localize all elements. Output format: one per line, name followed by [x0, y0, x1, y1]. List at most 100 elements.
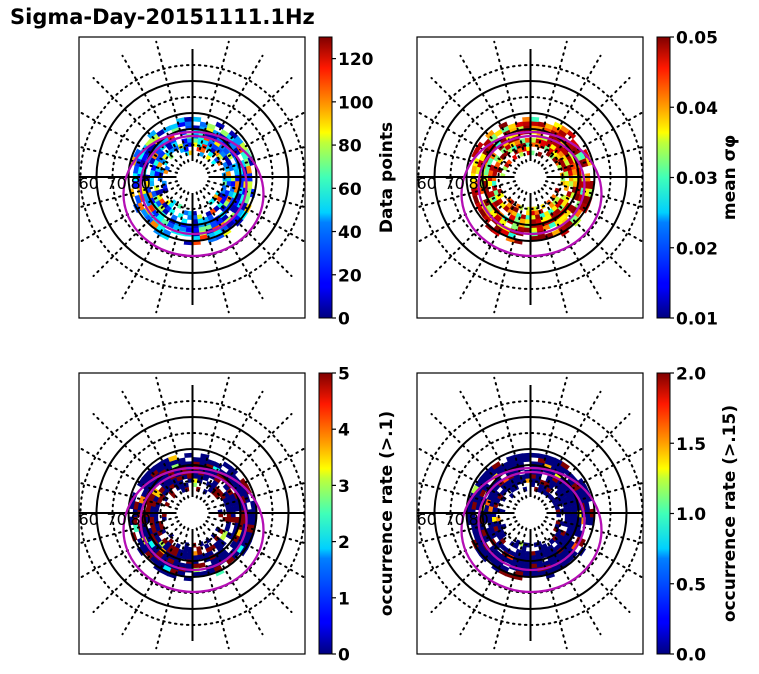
heatmap-cell — [551, 139, 560, 148]
heatmap-cell — [234, 517, 240, 524]
dotted-mlt-line — [540, 523, 631, 613]
heatmap-cell — [530, 482, 536, 488]
heatmap-cell — [493, 550, 502, 558]
dotted-mlt-line — [430, 77, 521, 167]
polar-panel-top-right: 60 70 80 0.01 0.02 0.03 0.04 0.05 mean σφ — [416, 29, 740, 330]
heatmap-cell — [534, 550, 541, 556]
dotted-mlt-line — [155, 191, 190, 314]
dotted-mlt-line — [493, 527, 528, 650]
heatmap-cell — [169, 122, 179, 130]
heatmap-cell — [545, 486, 552, 494]
dotted-mlt-line — [417, 184, 518, 244]
dotted-mlt-line — [430, 523, 521, 613]
heatmap-cell — [164, 501, 171, 508]
dotted-mlt-line — [417, 180, 517, 209]
auroral-oval-equatorward — [460, 466, 603, 594]
latitude-label: 80 — [131, 510, 151, 529]
heatmap-cell — [215, 121, 225, 130]
heatmap-cell — [563, 195, 571, 203]
heatmap-cell — [502, 165, 509, 172]
auroral-oval-poleward — [477, 134, 586, 236]
heatmap-cell — [502, 129, 512, 137]
heatmap-cell — [186, 137, 193, 143]
heatmap-cell — [554, 532, 561, 539]
heatmap-cell — [530, 235, 539, 241]
heatmap-cell — [491, 506, 498, 513]
auroral-oval-poleward — [139, 470, 248, 572]
heatmap-cell — [187, 215, 193, 220]
heatmap-cell — [522, 116, 531, 122]
dotted-mlt-line — [206, 516, 305, 545]
heatmap-cell — [240, 202, 248, 212]
heatmap-cell — [181, 218, 188, 224]
heatmap-cell — [535, 218, 542, 224]
heatmap-cell — [153, 461, 164, 470]
heatmap-cell — [149, 505, 156, 512]
heatmap-cell — [219, 224, 230, 234]
heatmap-cell — [166, 143, 174, 151]
auroral-oval-equatorward — [122, 466, 265, 594]
heatmap-cell — [522, 121, 531, 127]
heatmap-cell — [500, 461, 510, 470]
heatmap-cell — [560, 461, 570, 470]
heatmap-cell — [536, 226, 544, 233]
heatmap-cell — [472, 530, 480, 540]
heatmap-cell — [482, 198, 490, 207]
latitude-label: 70 — [107, 174, 127, 193]
heatmap-cell — [563, 170, 570, 177]
dotted-mlt-line — [205, 520, 305, 580]
heatmap-cell — [563, 159, 571, 167]
heatmap-cell — [150, 469, 160, 478]
dotted-mlt-line — [205, 446, 305, 506]
heatmap-cell — [474, 477, 484, 488]
heatmap-cell — [136, 477, 146, 488]
colorbar-tick-label: 0.03 — [676, 169, 718, 189]
heatmap-cell — [505, 454, 516, 462]
heatmap-cell — [210, 221, 219, 229]
heatmap-cell — [523, 227, 531, 233]
colorbar-tick-label: 0 — [338, 310, 350, 330]
colorbar-tick-label: 1.5 — [676, 435, 706, 455]
heatmap-cell — [525, 215, 531, 220]
auroral-oval-poleward — [477, 470, 586, 572]
heatmap-cell — [144, 482, 153, 492]
axes-frame — [78, 372, 306, 655]
heatmap-cell — [563, 495, 571, 503]
heatmap-cell — [167, 538, 175, 545]
heatmap-cell — [504, 143, 512, 151]
dotted-mlt-line — [121, 525, 186, 636]
heatmap-cell — [554, 196, 561, 203]
heatmap-cell — [152, 495, 160, 503]
heatmap-cell — [151, 545, 160, 554]
dotted-mlt-line — [537, 390, 602, 501]
heatmap-cell — [483, 516, 489, 524]
heatmap-cell — [524, 473, 531, 479]
colorbar-label: Data points — [377, 122, 397, 233]
polar-panel-bottom-right: 60 70 80 0.0 0.5 1.0 1.5 2.0 occurrence rate (>.… — [416, 365, 740, 666]
colorbar-gradient — [656, 372, 671, 655]
heatmap-cell — [571, 504, 578, 512]
heatmap-cell — [182, 550, 189, 556]
heatmap-cell — [522, 571, 531, 577]
heatmap-cell — [522, 457, 531, 463]
colorbar-tick-label: 120 — [338, 50, 374, 70]
heatmap-cell — [166, 479, 174, 487]
heatmap-cell — [553, 218, 562, 226]
heatmap-cell — [150, 133, 160, 142]
heatmap-cell — [558, 550, 567, 559]
heatmap-cell — [563, 556, 573, 565]
heatmap-cell — [247, 517, 253, 526]
heatmap-cell — [187, 210, 193, 216]
colorbar-gradient — [318, 36, 333, 319]
heatmap-cell — [474, 201, 483, 211]
heatmap-cell — [169, 458, 179, 466]
heatmap-cell — [225, 495, 233, 503]
heatmap-cell — [557, 224, 568, 234]
heatmap-cell — [240, 538, 248, 548]
dotted-mlt-line — [121, 54, 186, 165]
heatmap-cell — [167, 454, 178, 462]
heatmap-cell — [487, 180, 493, 187]
heatmap-cell — [548, 495, 555, 502]
